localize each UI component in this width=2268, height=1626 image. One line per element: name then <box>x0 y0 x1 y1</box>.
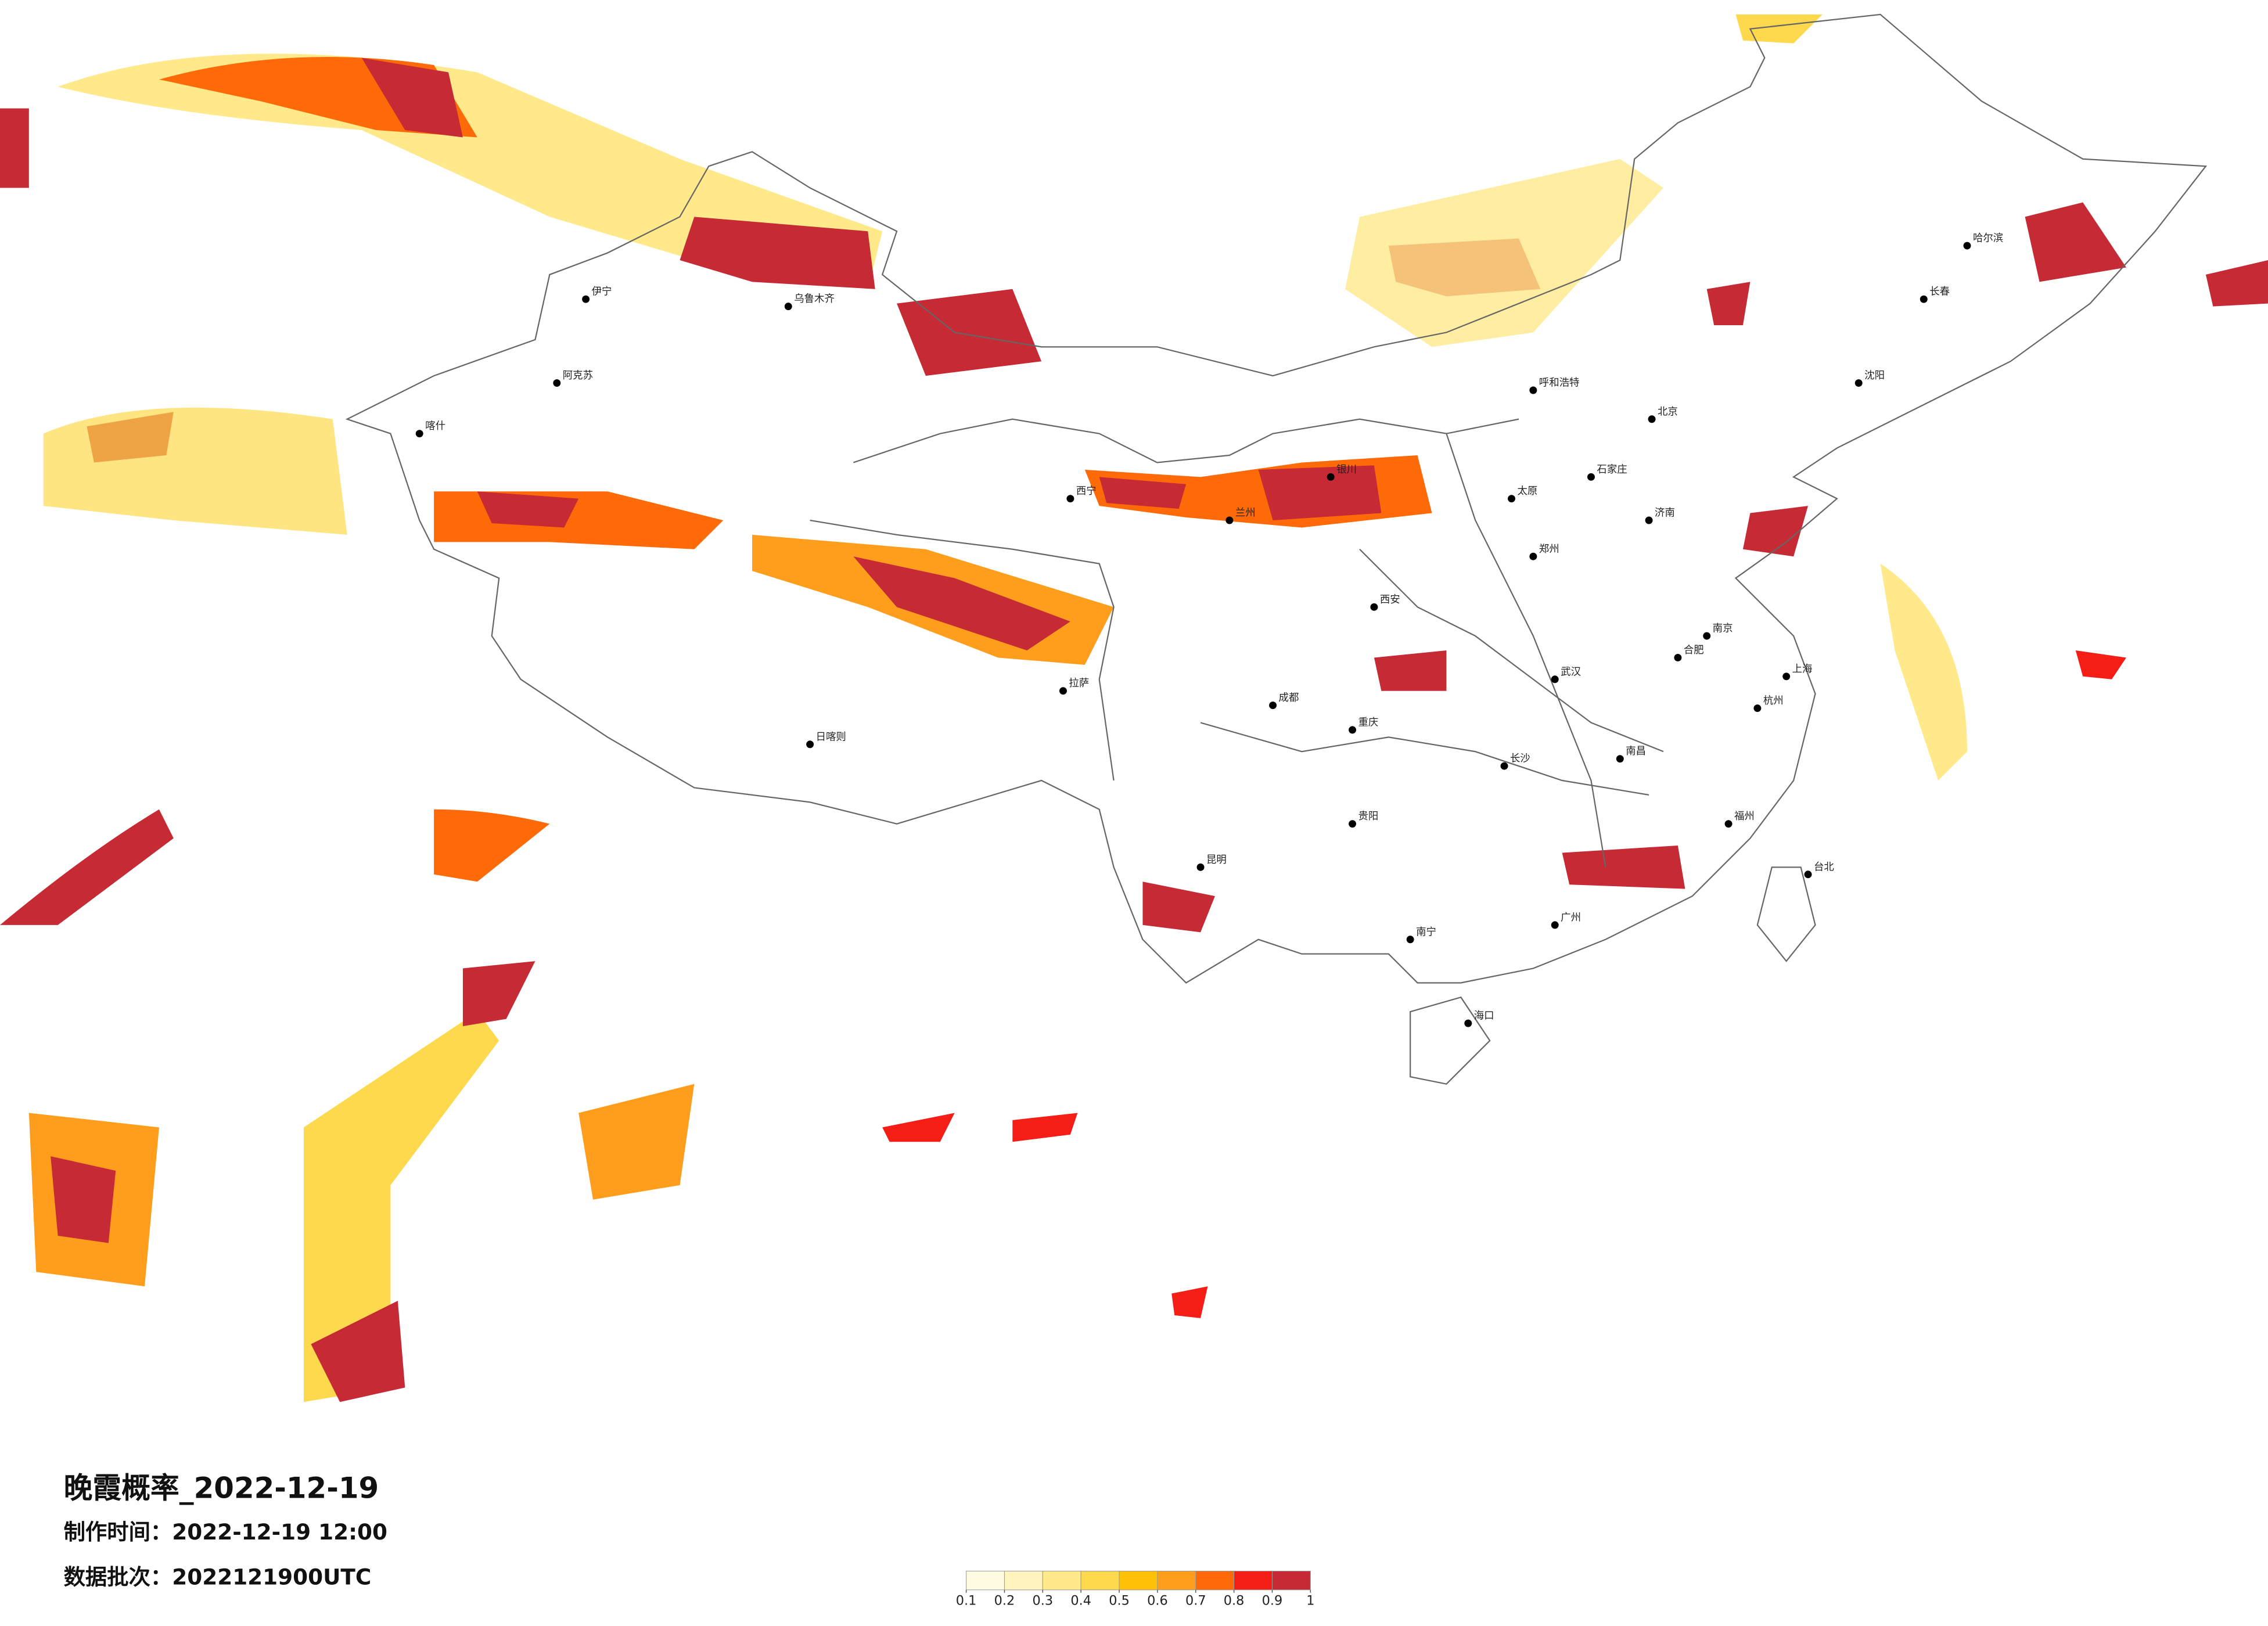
city-label: 兰州 <box>1235 508 1256 519</box>
city-label: 济南 <box>1655 508 1675 519</box>
city-label: 喀什 <box>425 420 445 432</box>
colorbar-swatch <box>1080 1570 1120 1591</box>
city-label: 台北 <box>1814 861 1834 873</box>
city-dot <box>1724 820 1733 828</box>
city-label: 重庆 <box>1358 717 1379 728</box>
colorbar-swatch <box>1234 1570 1273 1591</box>
city-dot <box>1529 386 1537 394</box>
colorbar-tick-label: 0.6 <box>1147 1593 1168 1609</box>
colorbar-tick-label: 0.2 <box>994 1593 1015 1609</box>
city-label: 阿克苏 <box>563 370 593 382</box>
city-label: 南昌 <box>1626 746 1646 757</box>
city-dot <box>1508 495 1515 503</box>
city-label: 乌鲁木齐 <box>794 293 835 305</box>
production-time: 制作时间：2022-12-19 12:00 <box>64 1519 387 1545</box>
city-label: 海口 <box>1474 1010 1494 1022</box>
map-title: 晚霞概率_2022-12-19 <box>64 1472 379 1505</box>
colorbar-tick-label: 1 <box>1306 1593 1314 1609</box>
city-dot <box>1782 672 1791 681</box>
city-dot <box>1225 516 1234 524</box>
colorbar-swatch <box>1119 1570 1158 1591</box>
city-dot <box>806 740 814 749</box>
city-dot <box>1920 295 1928 303</box>
city-dot <box>1963 242 1971 250</box>
city-dot <box>415 430 423 438</box>
probability-field <box>0 14 2268 1402</box>
city-label: 拉萨 <box>1069 678 1089 689</box>
city-label: 长沙 <box>1510 753 1530 765</box>
city-dot <box>1804 870 1812 879</box>
city-dot <box>582 295 590 303</box>
colorbar-tick-label: 0.9 <box>1262 1593 1283 1609</box>
city-label: 南京 <box>1713 623 1733 635</box>
city-dot <box>1674 653 1682 661</box>
city-label: 呼和浩特 <box>1539 377 1580 389</box>
city-dot <box>1196 863 1205 871</box>
city-dot <box>1753 704 1762 713</box>
colorbar-swatch <box>1195 1570 1235 1591</box>
city-label: 太原 <box>1517 485 1537 497</box>
city-dot <box>1349 726 1357 734</box>
colorbar-tick-label: 0.1 <box>956 1593 977 1609</box>
city-label: 石家庄 <box>1597 464 1627 476</box>
city-dot <box>1551 675 1559 684</box>
colorbar-swatch <box>1271 1570 1311 1591</box>
city-label: 郑州 <box>1539 544 1559 555</box>
colorbar-tick-label: 0.5 <box>1109 1593 1130 1609</box>
colorbar-tick-label: 0.8 <box>1224 1593 1245 1609</box>
city-label: 北京 <box>1658 406 1678 418</box>
city-dot <box>1059 687 1067 695</box>
city-label: 西宁 <box>1076 485 1097 497</box>
city-dot <box>1406 936 1414 944</box>
colorbar-swatch <box>966 1570 1005 1591</box>
city-label: 广州 <box>1561 912 1581 923</box>
colorbar-tick-label: 0.3 <box>1033 1593 1054 1609</box>
city-dot <box>784 303 792 311</box>
city-dot <box>1370 603 1378 611</box>
city-label: 杭州 <box>1763 695 1784 707</box>
city-dot <box>1616 755 1624 763</box>
city-dot <box>553 379 561 387</box>
city-label: 日喀则 <box>816 731 846 743</box>
city-dot <box>1648 415 1656 423</box>
city-dot <box>1645 516 1653 524</box>
city-label: 伊宁 <box>592 286 612 298</box>
city-label: 合肥 <box>1684 645 1704 656</box>
city-dot <box>1551 921 1559 929</box>
city-label: 武汉 <box>1561 666 1581 678</box>
city-dot <box>1703 632 1711 640</box>
city-dot <box>1066 495 1074 503</box>
colorbar-swatch <box>1157 1570 1196 1591</box>
city-dot <box>1464 1019 1472 1027</box>
city-dot <box>1529 552 1537 560</box>
city-dot <box>1854 379 1863 387</box>
city-dot <box>1500 762 1508 770</box>
colorbar-swatch <box>1004 1570 1043 1591</box>
city-label: 南宁 <box>1416 926 1436 938</box>
city-label: 上海 <box>1792 663 1813 675</box>
colorbar-swatch <box>1042 1570 1081 1591</box>
city-label: 西安 <box>1380 594 1400 606</box>
colorbar-tick-label: 0.4 <box>1070 1593 1091 1609</box>
colorbar: 0.1 0.2 0.3 0.4 0.5 0.6 0.7 0.8 0.9 1 <box>956 1570 1314 1609</box>
city-label: 贵阳 <box>1358 811 1379 822</box>
city-dot <box>1269 702 1277 710</box>
city-dot <box>1587 473 1595 481</box>
city-label: 昆明 <box>1206 854 1227 866</box>
boundaries <box>345 13 2208 1085</box>
city-label: 银川 <box>1336 464 1357 476</box>
city-label: 成都 <box>1279 692 1299 704</box>
city-label: 福州 <box>1734 811 1755 822</box>
city-label: 长春 <box>1929 286 1950 298</box>
city-dot <box>1327 473 1335 481</box>
city-dot <box>1349 820 1357 828</box>
data-batch: 数据批次：2022121900UTC <box>64 1564 372 1589</box>
colorbar-tick-label: 0.7 <box>1185 1593 1206 1609</box>
city-label: 沈阳 <box>1864 370 1885 382</box>
city-label: 哈尔滨 <box>1973 233 2003 244</box>
